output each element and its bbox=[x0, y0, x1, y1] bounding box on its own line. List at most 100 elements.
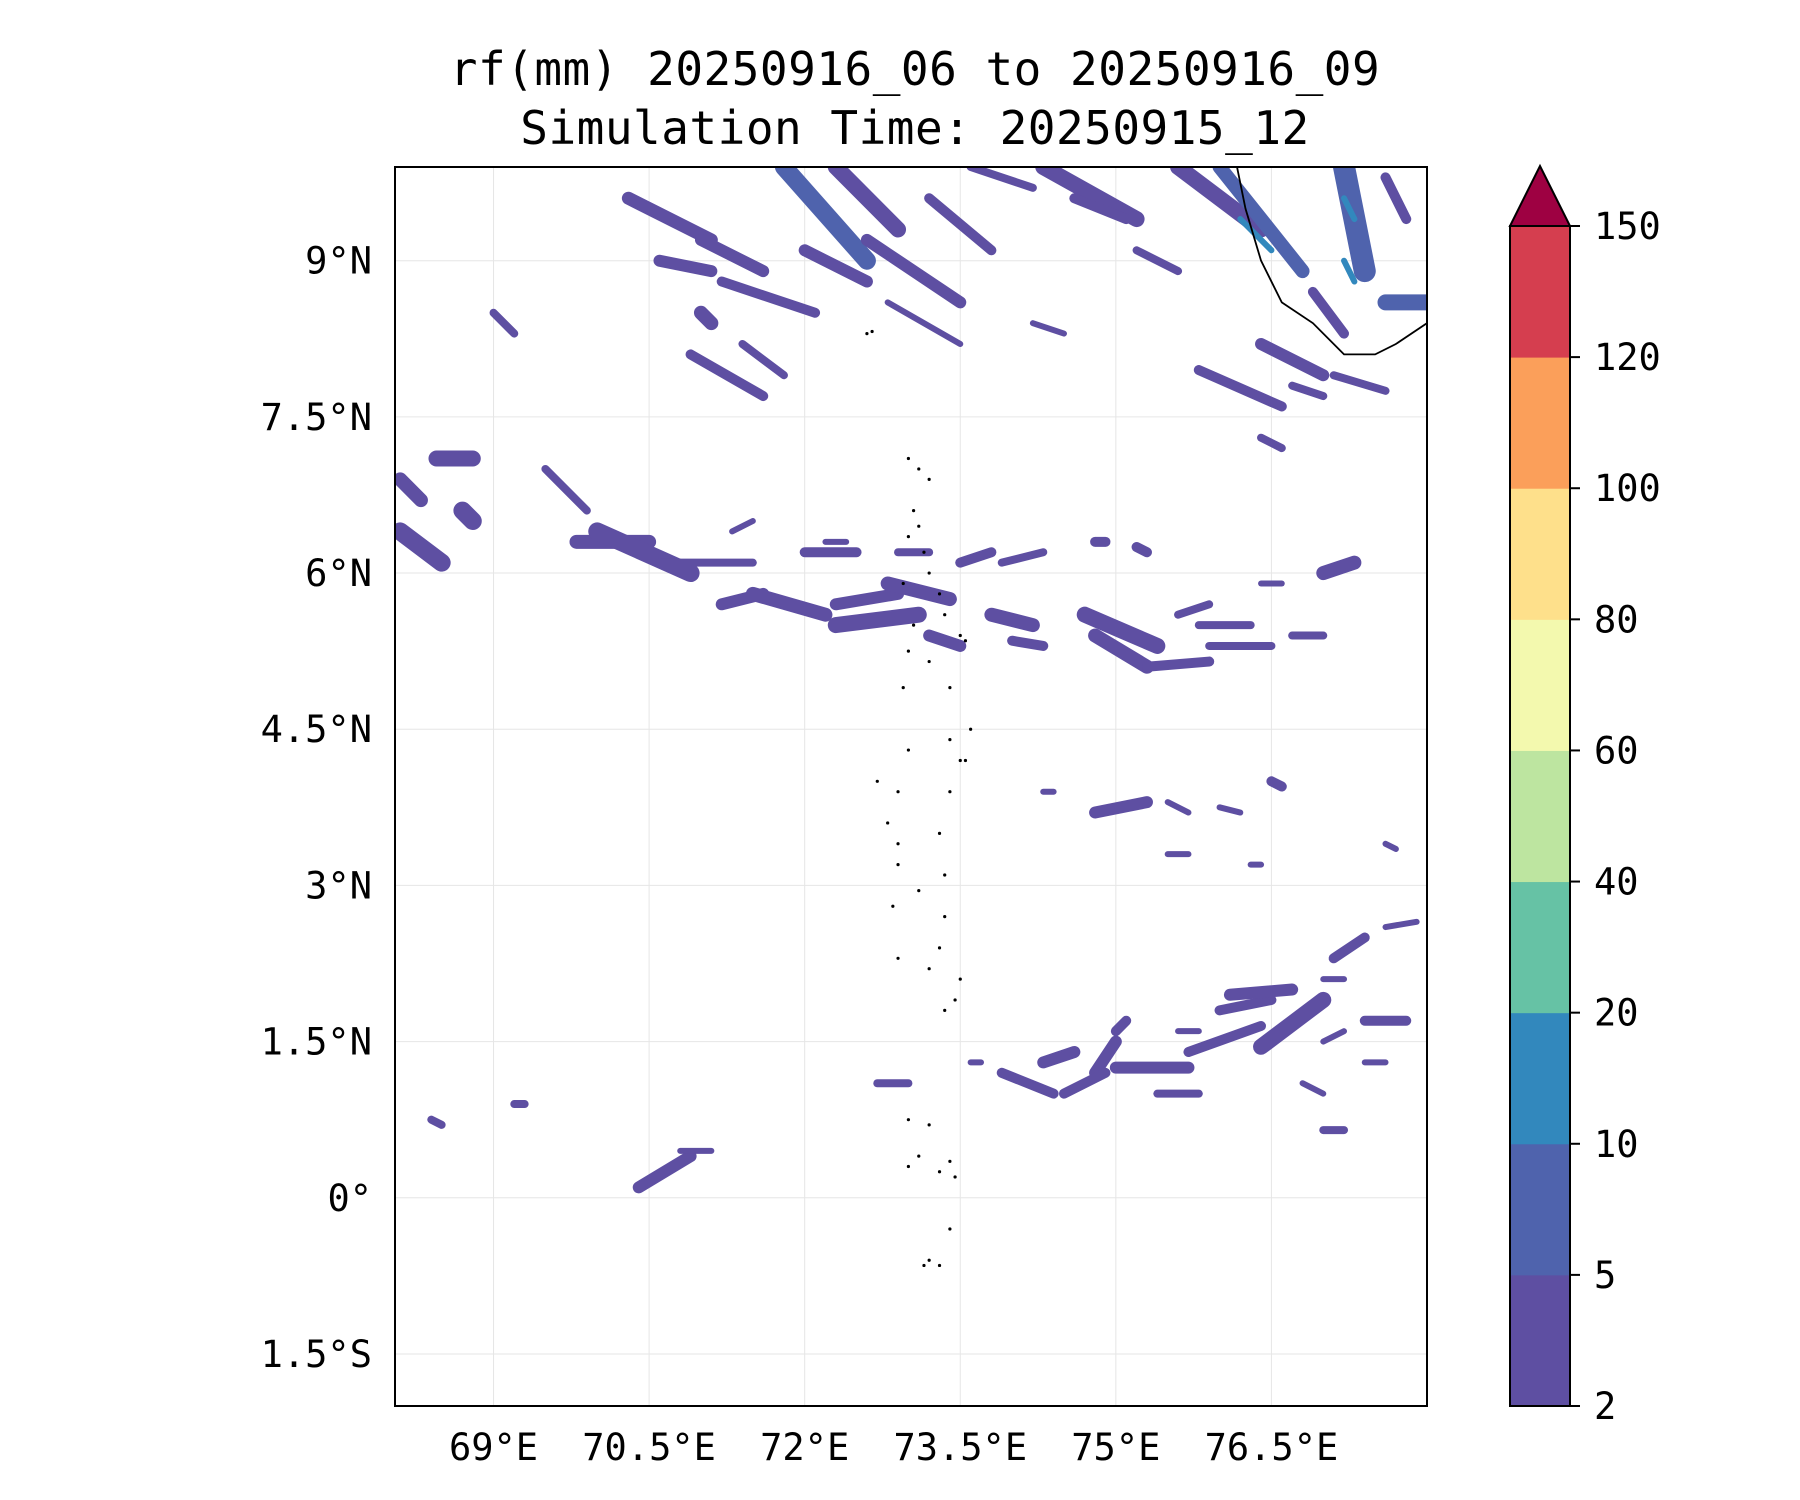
island-dot bbox=[958, 758, 962, 763]
rainfall-patch bbox=[1174, 600, 1214, 619]
rainfall-patch bbox=[1089, 796, 1153, 819]
rainfall-core bbox=[1237, 216, 1275, 254]
rainfall-patch bbox=[395, 472, 428, 508]
rainfall-patch bbox=[827, 167, 907, 238]
island-dot bbox=[948, 790, 952, 794]
colorbar-segment bbox=[1510, 226, 1570, 358]
island-dot bbox=[896, 862, 900, 867]
rainfall-patch bbox=[716, 276, 821, 318]
island-dot bbox=[948, 1227, 952, 1231]
colorbar-tick-label: 100 bbox=[1594, 467, 1661, 510]
rainfall-patch bbox=[1029, 320, 1067, 337]
rainfall-patch bbox=[984, 607, 1040, 633]
rainfall-patch bbox=[1257, 433, 1286, 453]
rainfall-patch bbox=[955, 547, 997, 568]
colorbar-tick-label: 120 bbox=[1594, 336, 1661, 379]
rainfall-patch bbox=[1131, 542, 1152, 558]
rainfall-patch bbox=[923, 629, 967, 652]
rainfall-patch bbox=[1164, 799, 1192, 816]
island-dot bbox=[937, 1263, 942, 1268]
rainfall-patch bbox=[1255, 338, 1330, 382]
rainfall-patch bbox=[1183, 1020, 1267, 1057]
latitude-tick-labels: 9°N 7.5°N 6°N 4.5°N 3°N 1.5°N 0° 1.5°S bbox=[261, 240, 372, 1376]
rainfall-patch bbox=[1193, 365, 1287, 412]
rainfall-patch bbox=[997, 548, 1048, 567]
rainfall-patch bbox=[1266, 776, 1287, 792]
island-dot bbox=[891, 904, 895, 908]
coastline bbox=[1236, 167, 1427, 356]
island-dot bbox=[875, 779, 879, 783]
colorbar-segment bbox=[1510, 1274, 1570, 1407]
rainfall-patch bbox=[1328, 932, 1370, 964]
rainfall-core bbox=[1341, 257, 1358, 285]
colorbar-tick-label: 2 bbox=[1594, 1385, 1616, 1428]
island-dot bbox=[896, 956, 900, 960]
rainfall-patch bbox=[1170, 167, 1270, 238]
island-dot bbox=[948, 738, 952, 742]
lat-tick-label: 0° bbox=[327, 1177, 372, 1220]
rainfall-patch bbox=[427, 1115, 446, 1129]
lon-tick-label: 75°E bbox=[1071, 1426, 1160, 1469]
colorbar-tick-label: 10 bbox=[1594, 1123, 1639, 1166]
rainfall-patch bbox=[1035, 167, 1145, 228]
longitude-tick-labels: 69°E 70.5°E 72°E 73.5°E 75°E 76.5°E bbox=[449, 1426, 1338, 1469]
colorbar-segment bbox=[1510, 881, 1570, 1014]
island-dot bbox=[922, 550, 926, 554]
rainfall-patch bbox=[924, 193, 997, 256]
island-dot bbox=[917, 1154, 921, 1158]
island-dot bbox=[943, 613, 947, 617]
island-dot bbox=[917, 524, 921, 528]
title-line-1: rf(mm) 20250916_06 to 20250916_09 bbox=[449, 42, 1381, 96]
island-dot bbox=[958, 977, 962, 981]
rainfall-patch bbox=[632, 1150, 697, 1194]
lat-tick-label: 3°N bbox=[305, 864, 372, 907]
rainfall-patch bbox=[1058, 1067, 1111, 1099]
rainfall-patch bbox=[860, 233, 967, 309]
rainfall-patch bbox=[1307, 286, 1350, 339]
island-dot bbox=[927, 967, 931, 971]
rainfall-patch bbox=[489, 308, 519, 338]
rainfall-patch bbox=[966, 167, 1037, 192]
rainfall-patch bbox=[395, 522, 451, 572]
map-frame bbox=[394, 166, 1428, 1407]
colorbar-segment bbox=[1510, 488, 1570, 620]
rainfall-patch bbox=[1288, 381, 1328, 401]
rainfall-patch bbox=[1216, 804, 1244, 816]
colorbar-tick-label: 60 bbox=[1594, 729, 1639, 772]
island-dot bbox=[906, 748, 911, 752]
island-dot bbox=[927, 1123, 931, 1127]
island-dot bbox=[937, 592, 942, 596]
colorbar-tick-label: 150 bbox=[1594, 205, 1661, 248]
rainfall-patch bbox=[653, 254, 718, 278]
rainfall-patch bbox=[1253, 991, 1332, 1055]
rainfall-patch bbox=[1382, 840, 1399, 852]
rainfall-patch bbox=[1110, 1015, 1132, 1037]
colorbar-extend-arrow bbox=[1508, 163, 1572, 227]
rainfall-patch bbox=[884, 299, 964, 347]
rainfall-contours bbox=[395, 167, 1427, 1194]
lon-tick-label: 69°E bbox=[449, 1426, 538, 1469]
island-dot bbox=[943, 915, 947, 919]
lat-tick-label: 7.5°N bbox=[261, 396, 372, 439]
rainfall-patch bbox=[1212, 167, 1310, 279]
rainfall-patch bbox=[996, 1067, 1059, 1099]
lat-tick-label: 1.5°N bbox=[261, 1021, 372, 1064]
map-gridlines bbox=[395, 167, 1427, 1406]
island-dot bbox=[937, 1170, 942, 1174]
island-dot bbox=[953, 1175, 957, 1179]
rainfall-patch bbox=[1076, 606, 1166, 654]
rainfall-patch bbox=[1132, 246, 1183, 276]
island-dot bbox=[927, 1258, 931, 1262]
island-dot bbox=[963, 639, 968, 643]
lon-tick-label: 76.5°E bbox=[1205, 1426, 1339, 1469]
island-dot bbox=[886, 821, 890, 825]
lat-tick-label: 4.5°N bbox=[261, 708, 372, 751]
rainfall-patch bbox=[693, 305, 719, 331]
rainfall-patch bbox=[1141, 656, 1215, 672]
rainfall-patch bbox=[1380, 172, 1412, 225]
island-dot bbox=[948, 1159, 952, 1163]
island-dot bbox=[922, 1263, 926, 1268]
rainfall-patch bbox=[774, 167, 876, 270]
rainfall-patch bbox=[1007, 635, 1049, 651]
